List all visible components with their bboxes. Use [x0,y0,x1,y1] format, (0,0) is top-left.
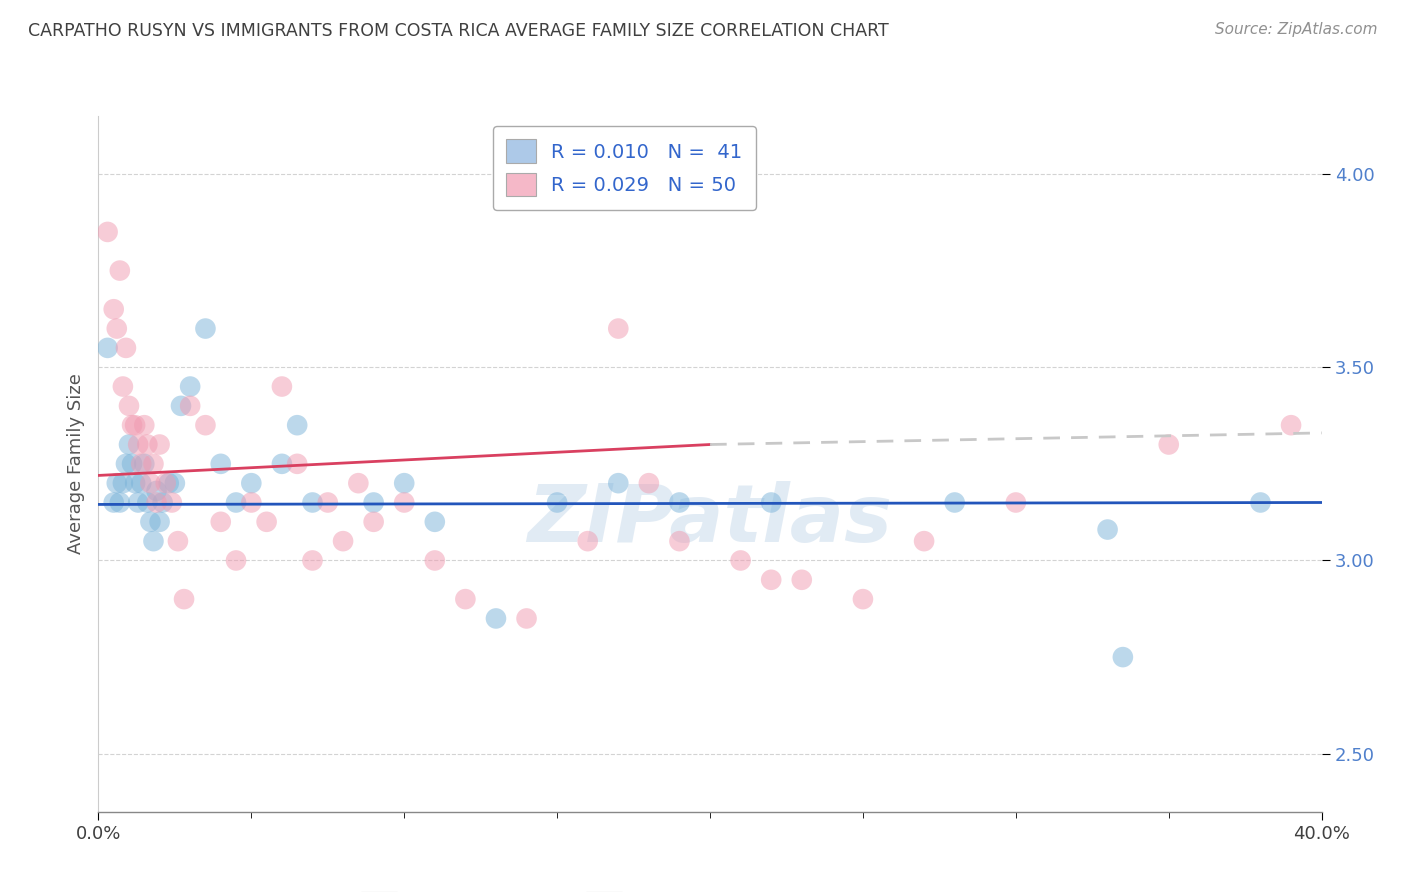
Point [97,341,120,355]
Point [209,515,232,529]
Point [111,476,134,491]
Point [127,495,149,509]
Point [129,457,152,471]
Point [124,476,146,491]
Point [852,592,875,607]
Point [607,321,630,335]
Point [316,495,339,509]
Point [111,379,134,393]
Point [730,553,752,567]
Point [454,592,477,607]
Point [115,457,138,471]
Point [1004,495,1026,509]
Point [1279,418,1302,433]
Point [1157,437,1180,451]
Text: CARPATHO RUSYN VS IMMIGRANTS FROM COSTA RICA AVERAGE FAMILY SIZE CORRELATION CHA: CARPATHO RUSYN VS IMMIGRANTS FROM COSTA … [28,22,889,40]
Point [108,495,131,509]
Text: ZIPatlas: ZIPatlas [527,481,893,558]
Point [167,534,190,549]
Point [1250,495,1272,509]
Point [1097,523,1119,537]
Point [142,457,165,471]
Point [139,515,162,529]
Point [668,534,690,549]
Point [105,476,128,491]
Point [194,418,217,433]
Point [170,399,193,413]
Point [127,437,149,451]
Point [301,553,323,567]
Point [108,263,131,277]
Point [225,553,247,567]
Point [285,418,308,433]
Point [790,573,813,587]
Text: Source: ZipAtlas.com: Source: ZipAtlas.com [1215,22,1378,37]
Point [179,379,201,393]
Point [152,495,174,509]
Point [194,321,217,335]
Point [301,495,323,509]
Point [240,495,263,509]
Point [136,437,159,451]
Point [943,495,966,509]
Point [157,476,180,491]
Point [105,321,128,335]
Point [134,457,156,471]
Point [115,341,138,355]
Point [134,418,156,433]
Point [97,225,120,239]
Point [173,592,195,607]
Point [240,476,263,491]
Point [347,476,370,491]
Point [423,515,446,529]
Y-axis label: Average Family Size: Average Family Size [66,374,84,554]
Point [145,495,167,509]
Point [546,495,568,509]
Point [145,483,167,498]
Point [124,418,146,433]
Point [668,495,690,509]
Point [179,399,201,413]
Point [139,476,162,491]
Point [160,495,183,509]
Point [118,437,141,451]
Point [270,379,294,393]
Point [576,534,599,549]
Point [1112,650,1135,665]
Point [516,611,538,625]
Point [129,476,152,491]
Point [761,573,783,587]
Point [761,495,783,509]
Point [392,495,416,509]
Legend: Carpatho Rusyns, Immigrants from Costa Rica: Carpatho Rusyns, Immigrants from Costa R… [352,883,897,892]
Point [163,476,186,491]
Point [485,611,508,625]
Point [149,515,172,529]
Point [142,534,165,549]
Point [637,476,661,491]
Point [423,553,446,567]
Point [912,534,935,549]
Point [136,495,159,509]
Point [607,476,630,491]
Point [121,418,143,433]
Point [285,457,308,471]
Point [270,457,294,471]
Point [121,457,143,471]
Point [118,399,141,413]
Point [149,437,172,451]
Point [103,495,125,509]
Point [363,495,385,509]
Point [225,495,247,509]
Point [103,302,125,317]
Point [363,515,385,529]
Point [209,457,232,471]
Point [256,515,278,529]
Point [155,476,177,491]
Point [392,476,416,491]
Point [332,534,354,549]
